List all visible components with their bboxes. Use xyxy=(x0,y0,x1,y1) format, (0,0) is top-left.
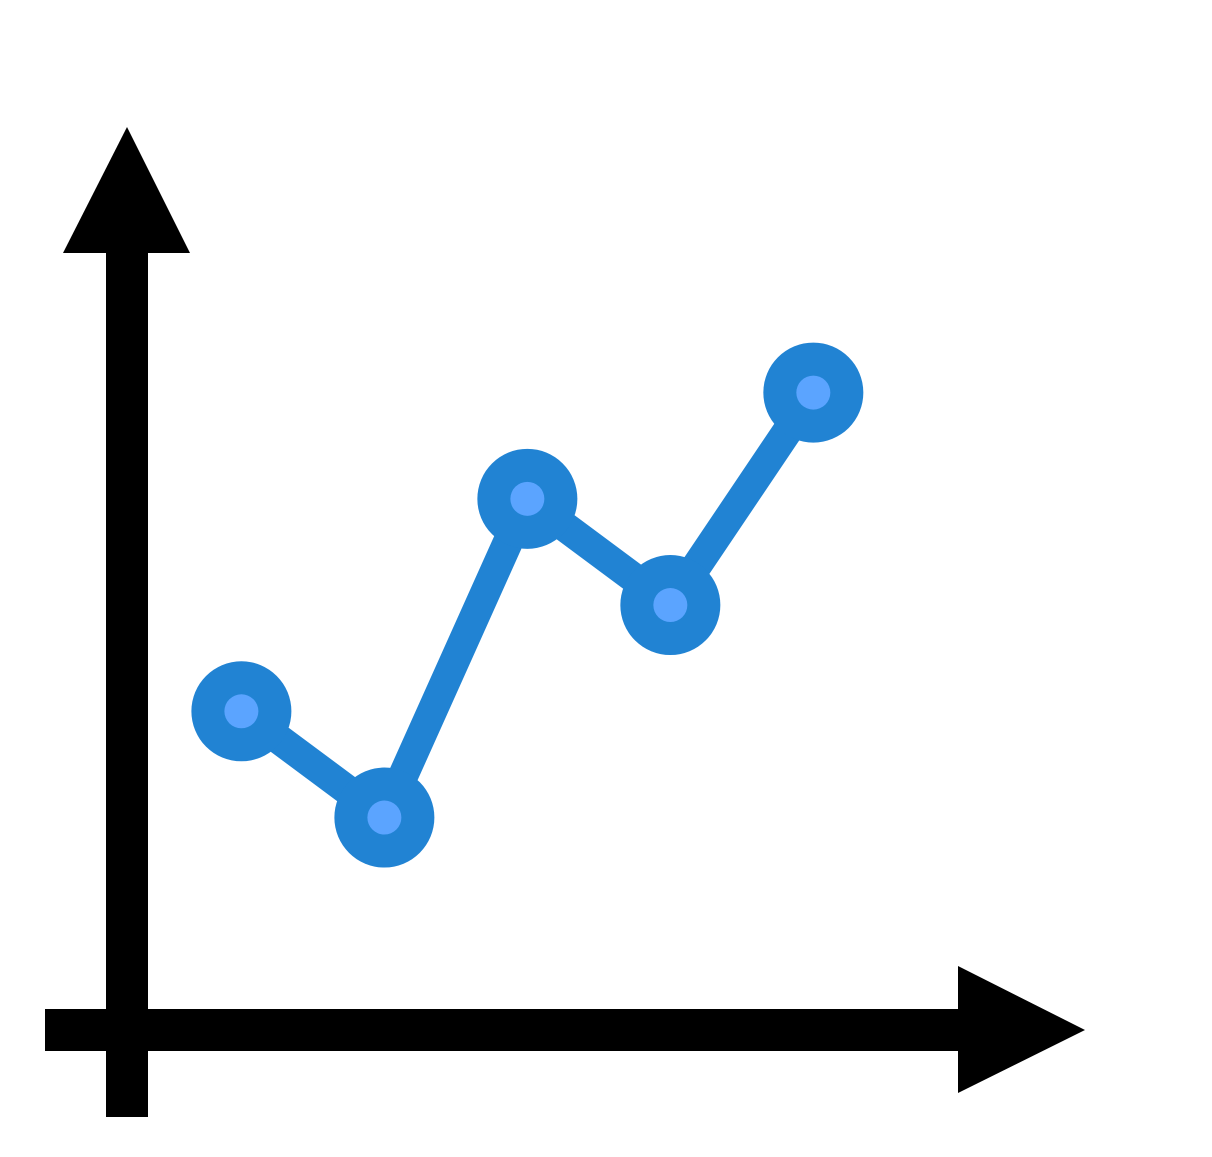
data-point xyxy=(763,342,864,443)
y-axis-line xyxy=(106,250,148,1117)
data-point xyxy=(620,555,721,656)
y-axis-arrowhead xyxy=(63,127,190,253)
x-axis-line xyxy=(45,1009,965,1051)
data-point-inner xyxy=(224,694,259,729)
data-point xyxy=(191,661,292,762)
data-point xyxy=(477,448,578,549)
data-point-inner xyxy=(796,375,831,410)
data-point xyxy=(334,767,435,868)
data-point-inner xyxy=(367,800,402,835)
data-point-inner xyxy=(653,588,688,623)
marker-layer xyxy=(191,342,864,868)
x-axis-arrowhead xyxy=(958,966,1085,1093)
data-point-inner xyxy=(510,481,545,516)
